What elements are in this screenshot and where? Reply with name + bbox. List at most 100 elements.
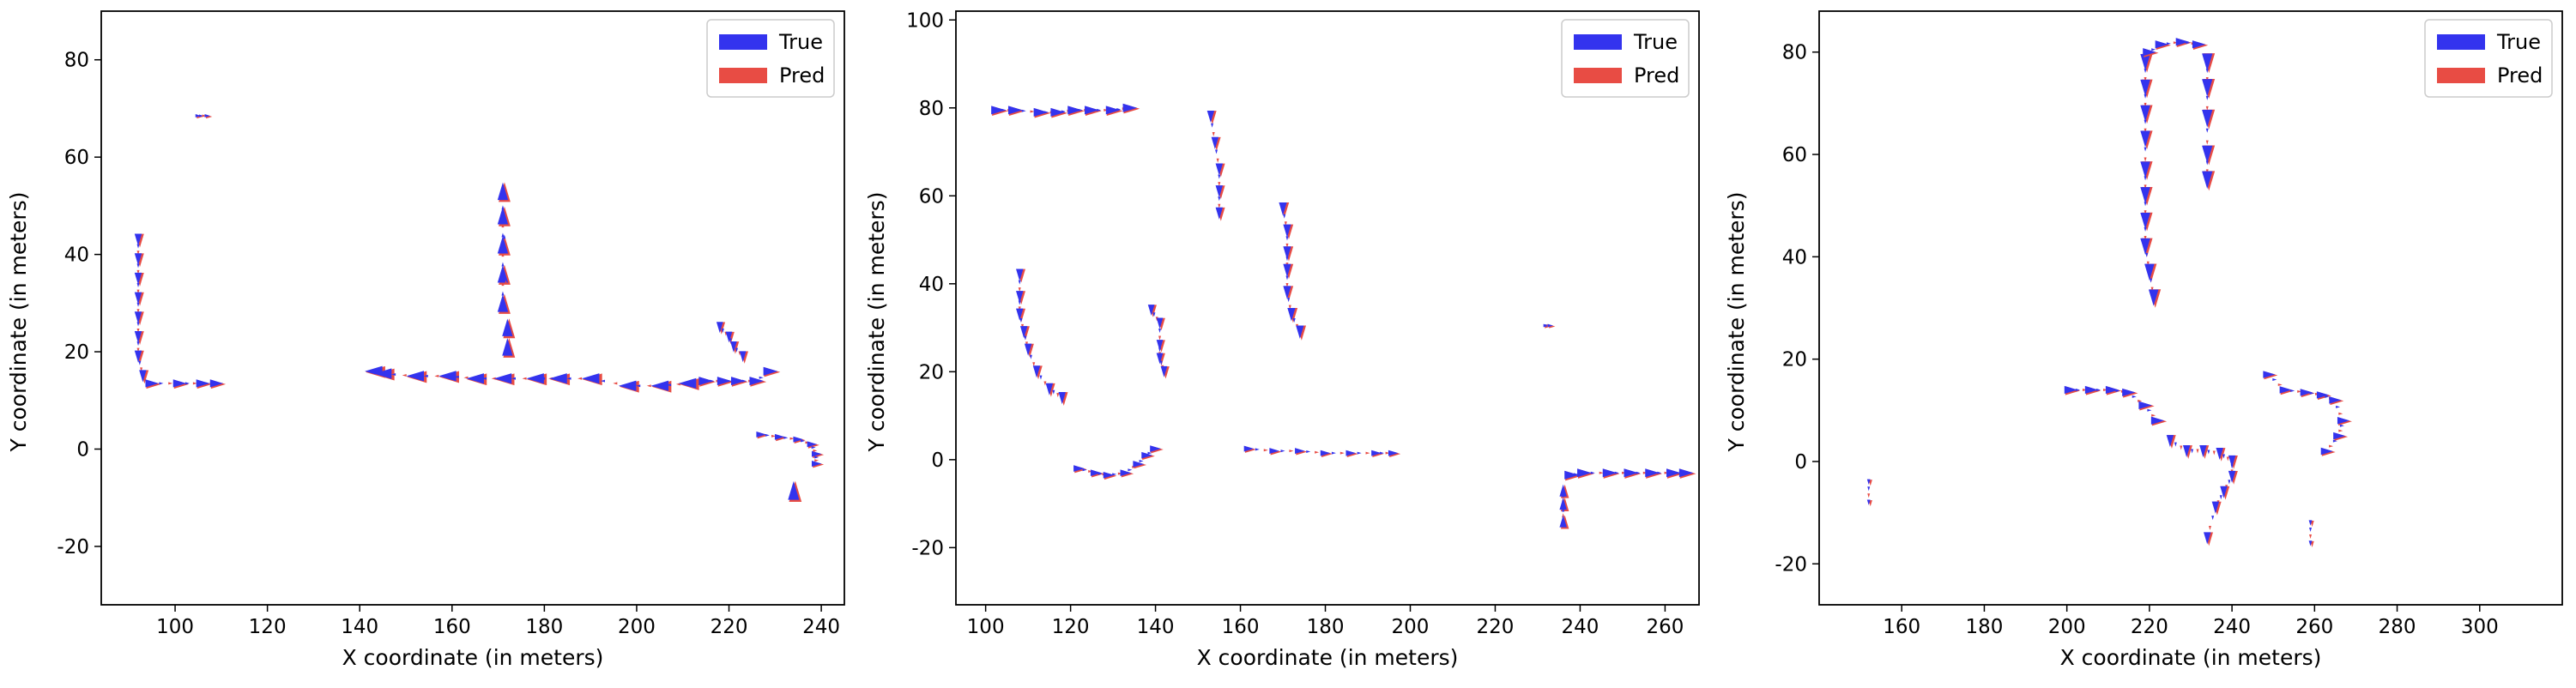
true-arrow bbox=[1103, 471, 1115, 479]
trail-arrow bbox=[2277, 383, 2283, 386]
legend-pred-label: Pred bbox=[779, 63, 825, 88]
trail-arrow bbox=[1158, 335, 1162, 341]
y-axis-label-2: Y coordinate (in meters) bbox=[864, 192, 889, 453]
trail-arrow bbox=[136, 250, 140, 256]
trail-arrow bbox=[2332, 439, 2337, 443]
axes-frame bbox=[100, 10, 845, 606]
trail-arrow bbox=[136, 289, 140, 294]
trail-arrow bbox=[1636, 471, 1641, 474]
trail-arrow bbox=[1152, 312, 1156, 317]
trail-arrow bbox=[1018, 280, 1021, 285]
trail-arrow bbox=[1280, 450, 1285, 453]
trail-arrow bbox=[613, 382, 618, 385]
trail-arrow bbox=[2145, 252, 2149, 257]
trail-arrow bbox=[1029, 354, 1032, 359]
trail-arrow bbox=[1288, 305, 1291, 310]
trail-arrow bbox=[1357, 451, 1362, 455]
trail-arrow bbox=[2144, 184, 2147, 190]
true-arrow bbox=[2192, 40, 2206, 49]
trail-arrow bbox=[2309, 391, 2314, 395]
trail-arrow bbox=[2151, 413, 2156, 417]
trail-arrow bbox=[1158, 347, 1162, 353]
true-arrow bbox=[549, 373, 567, 384]
y-tick-label: -20 bbox=[57, 536, 89, 558]
true-arrow bbox=[502, 338, 513, 356]
true-arrow bbox=[1058, 392, 1066, 405]
true-arrow bbox=[2300, 389, 2313, 396]
x-tick-label: 220 bbox=[711, 616, 748, 638]
trail-arrow bbox=[2338, 412, 2343, 415]
trail-arrow bbox=[2144, 69, 2147, 74]
trail-arrow bbox=[2144, 119, 2147, 124]
trail-arrow bbox=[1289, 450, 1294, 453]
trail-arrow bbox=[814, 456, 819, 459]
trail-arrow bbox=[2075, 388, 2080, 391]
trail-arrow bbox=[813, 449, 818, 452]
trail-arrow bbox=[136, 322, 140, 327]
trail-arrow bbox=[1019, 318, 1023, 323]
true-arrow bbox=[788, 480, 800, 500]
true-arrow bbox=[1666, 468, 1681, 478]
trail-arrow bbox=[1018, 287, 1021, 293]
true-arrow bbox=[716, 322, 723, 334]
trail-arrow bbox=[1255, 448, 1260, 451]
true-arrow bbox=[793, 436, 803, 443]
trail-arrow bbox=[2132, 395, 2137, 398]
trail-arrow bbox=[136, 269, 140, 275]
true-arrow bbox=[209, 379, 224, 388]
trail-arrow bbox=[2186, 41, 2191, 45]
trail-arrow bbox=[1158, 328, 1162, 333]
trail-arrow bbox=[735, 347, 738, 353]
trail-arrow bbox=[759, 376, 764, 379]
trail-arrow bbox=[1867, 493, 1871, 498]
trail-arrow bbox=[2219, 495, 2222, 500]
trail-arrow bbox=[1285, 283, 1289, 288]
true-arrow bbox=[2175, 38, 2190, 46]
legend-pred-label: Pred bbox=[1634, 63, 1679, 88]
trail-arrow bbox=[2290, 389, 2295, 392]
y-tick-label: 20 bbox=[919, 361, 944, 383]
true-arrow bbox=[1215, 163, 1224, 176]
true-arrow bbox=[2144, 263, 2155, 281]
x-tick-label: 140 bbox=[1137, 616, 1175, 638]
trail-arrow bbox=[771, 434, 777, 438]
true-arrow bbox=[195, 114, 202, 118]
y-tick-label: 60 bbox=[64, 147, 89, 169]
x-tick-label: 120 bbox=[1052, 616, 1090, 638]
true-arrow bbox=[1564, 470, 1579, 480]
trail-arrow bbox=[1562, 492, 1565, 498]
trail-arrow bbox=[1018, 300, 1021, 305]
true-arrow bbox=[2140, 79, 2150, 97]
x-tick-label: 180 bbox=[525, 616, 563, 638]
axes-frame bbox=[955, 10, 1700, 606]
trail-arrow bbox=[2228, 480, 2231, 485]
trail-arrow bbox=[1562, 507, 1565, 512]
true-arrow bbox=[698, 377, 713, 386]
trail-arrow bbox=[2146, 261, 2150, 266]
true-arrow bbox=[497, 236, 509, 254]
y-tick-label: 0 bbox=[931, 450, 944, 472]
true-arrow bbox=[2316, 391, 2329, 399]
true-arrow bbox=[2148, 289, 2159, 306]
trail-arrow bbox=[1024, 335, 1027, 341]
trail-arrow bbox=[136, 347, 140, 353]
trail-arrow bbox=[2096, 388, 2101, 391]
legend-true-label: True bbox=[1633, 30, 1678, 54]
true-arrow bbox=[2143, 48, 2156, 57]
trail-arrow bbox=[2103, 388, 2108, 391]
true-arrow bbox=[1295, 448, 1305, 455]
trail-arrow bbox=[2191, 449, 2194, 454]
true-arrow bbox=[2202, 145, 2213, 164]
true-arrow bbox=[134, 330, 142, 344]
true-arrow bbox=[2216, 447, 2223, 461]
true-arrow bbox=[739, 351, 747, 363]
true-arrow bbox=[811, 461, 822, 467]
true-arrow bbox=[811, 450, 822, 457]
y-tick-label: -20 bbox=[1775, 553, 1807, 576]
trail-arrow bbox=[667, 383, 672, 387]
trail-arrow bbox=[136, 283, 140, 288]
true-arrow bbox=[1283, 263, 1291, 278]
trail-arrow bbox=[2309, 528, 2313, 533]
true-arrow bbox=[134, 350, 142, 363]
trail-arrow bbox=[2115, 389, 2120, 392]
